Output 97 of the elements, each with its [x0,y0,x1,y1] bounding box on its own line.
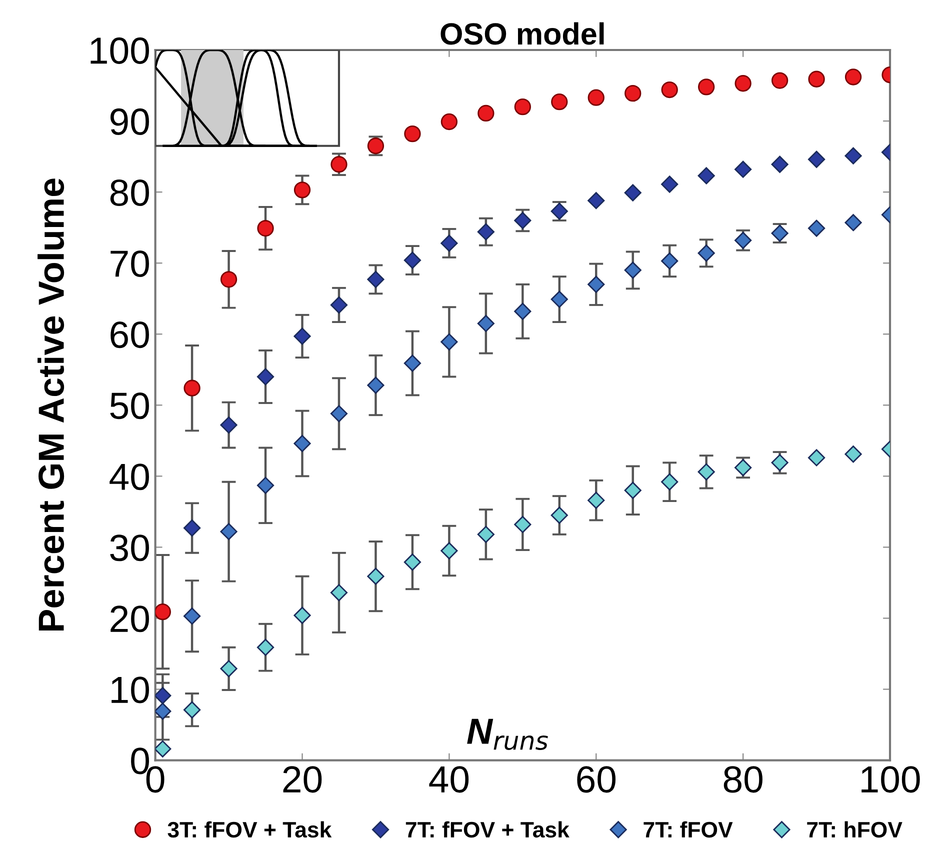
point [440,333,458,350]
point [155,687,172,704]
point [330,296,348,314]
point [514,212,532,230]
point [404,354,422,372]
point [588,492,605,509]
y-tick-label: 90 [110,108,149,135]
point [294,328,311,345]
point [514,302,532,320]
point [771,156,788,173]
point [477,223,494,240]
point [183,519,201,537]
point [588,276,605,293]
y-axis-title: Percent GM Active Volume [38,178,64,630]
point [588,192,605,210]
y-tick-label: 60 [110,322,149,348]
point [367,568,384,585]
point [624,184,642,202]
point [514,98,531,116]
point [734,75,752,92]
point [550,506,568,524]
point [367,270,384,288]
point [184,380,200,396]
point [256,476,274,494]
point [477,314,494,332]
x-tick-label: 20 [283,766,322,793]
point [844,446,862,463]
point [330,156,348,173]
point [734,160,752,178]
legend-label: 3T: fFOV + Task [168,821,332,838]
point [661,252,678,270]
point [257,220,274,237]
x-tick-label: 60 [577,766,616,793]
y-tick-label: 20 [110,606,149,632]
point [588,89,604,106]
point [771,72,788,89]
x-tick-label: 40 [429,766,469,793]
point [220,523,238,540]
y-tick-label: 40 [110,464,149,490]
y-tick-label: 30 [110,534,149,562]
point [698,78,715,96]
x-axis-title: N$_{runs}$ [467,718,548,750]
point [698,463,715,480]
point [550,290,568,308]
point [661,81,678,98]
point [844,214,862,232]
point [404,252,422,269]
legend-label: 7T: hFOV [807,821,902,838]
point [698,244,715,262]
point [661,473,678,490]
point [551,94,568,110]
point [155,740,172,758]
point [183,608,201,625]
point [440,234,458,252]
point [294,434,311,452]
point [477,526,494,543]
point [183,701,201,718]
point [478,104,494,122]
point [698,167,715,184]
point [404,554,422,571]
point [220,416,238,434]
point [514,516,532,534]
x-tick-label: 80 [724,766,762,793]
point [256,638,274,656]
point [330,405,348,422]
point [256,368,274,386]
point [155,604,171,620]
point [808,449,826,466]
point [294,182,311,198]
point [404,125,421,142]
point [440,542,458,560]
legend-label: 7T: fFOV + Task [406,821,570,838]
point [808,220,826,237]
y-tick-label: 100 [90,37,149,64]
chart-title: OSO model [440,22,604,45]
point [294,606,311,624]
point [808,150,826,168]
point [220,660,238,678]
point [771,454,788,472]
y-tick-label: 70 [110,250,149,278]
y-tick-label: 50 [110,392,149,420]
point [155,702,172,720]
point [440,113,458,130]
point [844,147,862,164]
point [330,584,348,602]
point [624,84,642,102]
point [220,271,238,288]
point [367,376,384,394]
legend-label: 7T: fFOV [644,821,733,838]
point [624,262,642,279]
x-tick-label: 100 [862,766,920,793]
point [624,482,642,499]
point [661,176,678,193]
point [808,70,825,88]
point [844,68,862,86]
y-tick-label: 80 [110,179,149,206]
y-tick-label: 10 [112,676,149,704]
